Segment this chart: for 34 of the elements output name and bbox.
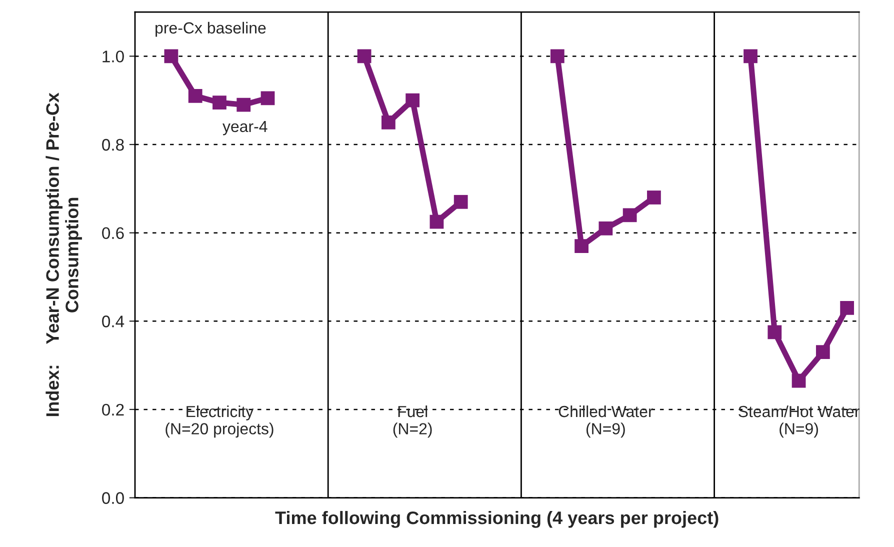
point <box>454 194 468 209</box>
annotation: Electricity (N=20 projects) <box>166 405 274 438</box>
point <box>768 325 782 340</box>
annotation: year-4 <box>222 120 268 136</box>
y-tick-label: 0.2 <box>102 404 124 416</box>
y-axis-title: Index: Year-N Consumption / Pre-Cx Consumption <box>46 92 82 416</box>
y-tick-label: 0.8 <box>102 138 124 151</box>
point <box>188 88 202 103</box>
point <box>792 374 806 388</box>
y-tick-label: 0.6 <box>102 227 124 240</box>
point <box>406 93 420 108</box>
point <box>236 98 251 112</box>
y-tick-label: 0.4 <box>102 316 124 328</box>
point <box>622 208 637 222</box>
annotation: pre-Cx baseline <box>156 22 266 37</box>
point <box>164 49 178 64</box>
point <box>382 115 396 130</box>
y-tick-label: 0.0 <box>102 492 124 504</box>
point <box>430 214 444 229</box>
annotation: Fuel (N=2) <box>393 405 432 438</box>
point <box>357 49 372 64</box>
point <box>260 91 275 106</box>
point <box>550 49 564 64</box>
point <box>598 221 613 236</box>
annotation: Steam/Hot Water (N=9) <box>738 405 860 438</box>
y-tick-label: 1.0 <box>102 50 124 62</box>
point <box>574 239 588 254</box>
point <box>744 49 758 64</box>
x-axis-title: Time following Commissioning (4 years per project) <box>275 510 718 528</box>
point <box>212 96 226 110</box>
point <box>647 190 661 204</box>
point <box>840 300 854 315</box>
point <box>816 345 830 359</box>
annotation: Chilled Water (N=9) <box>558 405 654 438</box>
